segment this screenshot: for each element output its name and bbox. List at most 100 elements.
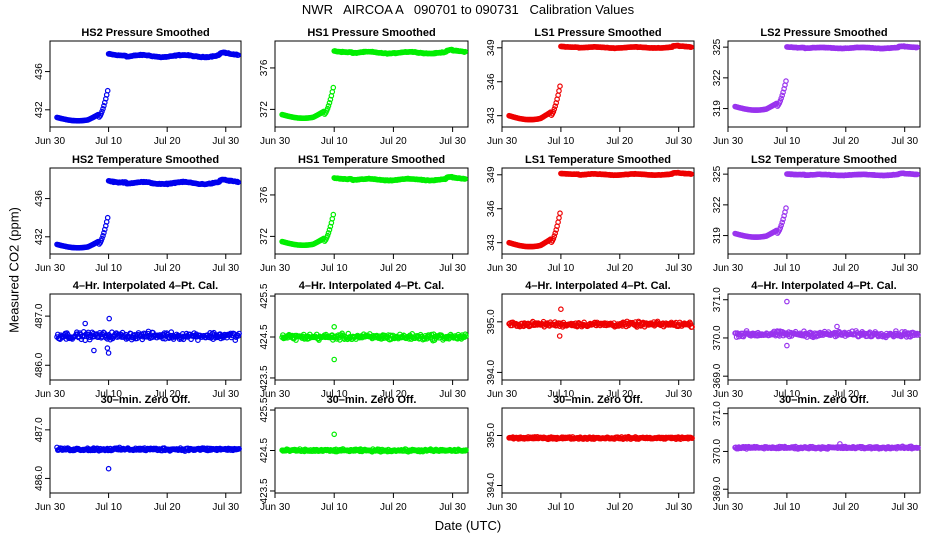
panel-title-r2-ls2: 4–Hr. Interpolated 4–Pt. Cal. <box>751 280 897 292</box>
data-point-r2-hs1 <box>463 333 469 339</box>
y-tick-label-r3-hs1: 423.5 <box>259 478 270 503</box>
data-point-r1-ls2 <box>777 225 784 231</box>
panel-title-r1-ls1: LS1 Temperature Smoothed <box>525 154 671 166</box>
y-tick-label-r0-ls1: 349 <box>486 39 497 56</box>
data-point-r0-ls1 <box>552 103 559 110</box>
x-tick-label-r0-ls2: Jul 30 <box>891 136 918 147</box>
x-tick-label-r0-hs2: Jul 30 <box>212 136 239 147</box>
y-tick-label-r3-ls2: 370.0 <box>712 438 723 463</box>
panel-frame-r0-ls1 <box>501 40 695 128</box>
data-point-r1-hs2 <box>100 233 106 239</box>
data-point-r2-ls2 <box>784 298 790 305</box>
data-point-r0-hs2 <box>99 108 105 115</box>
panel-title-r3-ls1: 30–min. Zero Off. <box>553 394 643 406</box>
data-point-r1-hs1 <box>324 232 331 239</box>
x-tick-label-r3-hs1: Jul 30 <box>439 502 466 513</box>
x-tick-label-r2-hs2: Jun 30 <box>35 389 65 400</box>
x-tick-label-r3-ls1: Jul 20 <box>606 502 633 513</box>
data-point-r1-hs1 <box>326 227 333 233</box>
x-tick-label-r0-hs2: Jun 30 <box>35 136 65 147</box>
x-tick-label-r0-hs1: Jul 30 <box>439 136 466 147</box>
y-tick-label-r3-ls2: 369.0 <box>712 476 723 501</box>
data-point-r3-ls2 <box>915 444 921 451</box>
y-tick-label-r2-ls1: 394.0 <box>486 359 497 384</box>
panel-title-r2-hs2: 4–Hr. Interpolated 4–Pt. Cal. <box>73 280 219 292</box>
data-point-r0-hs2 <box>100 106 106 112</box>
data-point-r0-ls1 <box>688 44 695 51</box>
data-point-r2-ls1 <box>558 306 564 313</box>
x-tick-label-r3-ls1: Jun 30 <box>487 502 517 513</box>
x-tick-label-r1-hs2: Jun 30 <box>35 263 65 274</box>
y-tick-label-r1-hs2: 436 <box>34 190 45 207</box>
y-tick-label-r2-hs1: 425.5 <box>259 283 270 308</box>
x-tick-label-r1-ls2: Jun 30 <box>713 263 743 274</box>
data-point-r0-ls2 <box>914 44 921 51</box>
y-tick-label-r1-ls1: 346 <box>486 200 497 217</box>
data-point-r1-hs1 <box>330 211 337 218</box>
x-tick-label-r2-hs2: Jul 30 <box>212 389 239 400</box>
y-tick-label-r2-ls2: 371.0 <box>712 287 723 312</box>
x-tick-label-r3-hs2: Jul 20 <box>154 502 181 513</box>
x-tick-label-r0-hs2: Jul 20 <box>154 136 181 147</box>
data-point-r2-ls1 <box>689 324 695 330</box>
x-tick-label-r2-ls1: Jun 30 <box>487 389 517 400</box>
y-tick-label-r1-hs2: 432 <box>34 228 45 245</box>
x-tick-label-r0-ls1: Jun 30 <box>487 136 517 147</box>
x-tick-label-r2-ls1: Jul 30 <box>665 389 692 400</box>
y-tick-label-r1-ls2: 322 <box>712 196 723 213</box>
data-point-r2-hs2 <box>106 315 113 322</box>
y-tick-label-r0-hs2: 436 <box>34 63 45 80</box>
y-tick-label-r1-hs1: 372 <box>259 228 270 245</box>
data-point-r0-ls2 <box>780 89 786 96</box>
y-tick-label-r0-ls2: 325 <box>712 38 723 55</box>
panel-title-r3-hs2: 30–min. Zero Off. <box>101 394 191 406</box>
x-tick-label-r3-ls2: Jul 30 <box>891 502 918 513</box>
panel-frame-r0-ls2 <box>727 40 921 128</box>
data-point-r2-hs2 <box>104 345 111 351</box>
data-point-r1-ls2 <box>778 222 785 229</box>
x-tick-label-r0-hs1: Jun 30 <box>260 136 290 147</box>
y-tick-label-r3-hs2: 486.0 <box>34 465 45 490</box>
panel-frame-r1-hs1 <box>274 167 469 255</box>
y-tick-label-r3-ls1: 394.0 <box>486 473 497 498</box>
data-point-r1-hs2 <box>104 214 111 221</box>
x-axis-label: Date (UTC) <box>434 518 502 533</box>
y-tick-label-r2-ls1: 395.0 <box>486 309 497 334</box>
y-tick-label-r2-hs1: 423.5 <box>259 365 270 390</box>
data-point-r1-ls1 <box>550 235 557 242</box>
panel-title-r1-hs1: HS1 Temperature Smoothed <box>298 154 445 166</box>
x-tick-label-r1-ls2: Jul 10 <box>774 263 801 274</box>
x-tick-label-r2-ls2: Jul 20 <box>832 389 859 400</box>
y-tick-label-r3-ls1: 395.0 <box>486 423 497 448</box>
data-point-r1-ls1 <box>557 210 563 217</box>
x-tick-label-r1-ls2: Jul 20 <box>832 263 859 274</box>
y-tick-label-r0-ls1: 346 <box>486 73 497 90</box>
data-point-r1-hs1 <box>325 230 332 236</box>
y-tick-label-r1-ls1: 343 <box>486 234 497 251</box>
data-point-r2-hs2 <box>91 347 97 354</box>
y-tick-label-r2-hs2: 486.0 <box>34 352 45 377</box>
panel-title-r2-ls1: 4–Hr. Interpolated 4–Pt. Cal. <box>525 280 671 292</box>
x-tick-label-r0-hs2: Jul 10 <box>95 136 122 147</box>
panel-frame-r2-hs2 <box>49 293 242 381</box>
data-point-r0-hs1 <box>462 48 469 55</box>
x-tick-label-r1-hs2: Jul 10 <box>95 263 122 274</box>
data-point-r2-hs2 <box>105 350 112 356</box>
data-point-r1-ls2 <box>783 205 789 211</box>
data-point-r2-hs2 <box>82 320 89 327</box>
y-tick-label-r3-hs1: 424.5 <box>259 438 270 463</box>
panel-title-r3-ls2: 30–min. Zero Off. <box>779 394 869 406</box>
data-point-r2-ls1 <box>556 333 563 339</box>
panel-frame-r1-ls1 <box>501 167 695 255</box>
x-tick-label-r3-hs1: Jul 10 <box>321 502 348 513</box>
data-point-r0-ls1 <box>557 83 563 90</box>
y-tick-label-r2-ls2: 370.0 <box>712 325 723 350</box>
data-point-r1-ls2 <box>779 219 786 226</box>
data-point-r3-hs1 <box>463 447 469 453</box>
x-tick-label-r3-hs2: Jul 10 <box>95 502 122 513</box>
x-tick-label-r1-ls1: Jul 10 <box>548 263 575 274</box>
y-tick-label-r2-ls2: 369.0 <box>712 363 723 388</box>
x-tick-label-r2-ls1: Jul 10 <box>548 389 575 400</box>
x-tick-label-r3-ls2: Jul 20 <box>832 502 859 513</box>
